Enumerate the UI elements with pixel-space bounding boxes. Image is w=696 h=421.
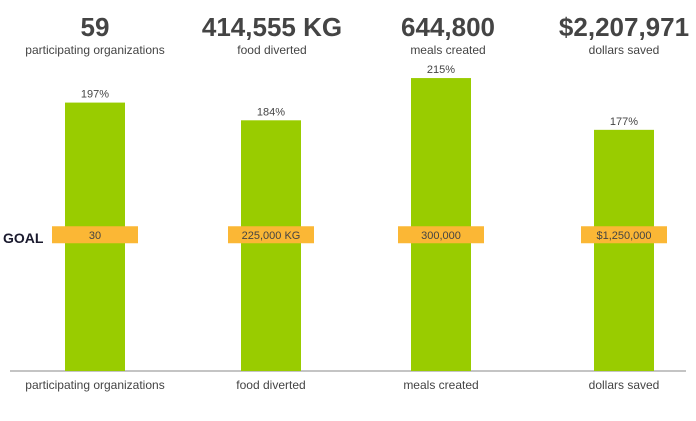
bar-3 — [411, 78, 471, 371]
stat-meals-created-value: 644,800 — [401, 12, 495, 42]
goal-band-3 — [398, 226, 484, 244]
bar-value-label-1: 197% — [81, 89, 109, 101]
goal-marker-label: GOAL — [3, 230, 44, 246]
stat-meals-created: 644,800 meals created — [358, 12, 538, 58]
stat-organizations: 59 participating organizations — [5, 12, 185, 58]
goal-band-4 — [581, 226, 667, 244]
goal-value-label-3: 300,000 — [421, 230, 461, 242]
stat-organizations-value: 59 — [80, 12, 110, 42]
x-tick-label-3: meals created — [403, 378, 478, 392]
bar-2 — [241, 120, 301, 371]
goal-value-label-2: 225,000 KG — [242, 230, 301, 242]
stat-food-diverted: 414,555 KG food diverted — [182, 12, 362, 58]
goal-value-label-4: $1,250,000 — [596, 230, 651, 242]
stat-dollars-saved: $2,207,971 dollars saved — [534, 12, 696, 58]
stat-food-diverted-label: food diverted — [237, 43, 307, 57]
stat-dollars-saved-label: dollars saved — [588, 43, 660, 57]
bar-value-label-2: 184% — [257, 106, 285, 118]
x-tick-label-2: food diverted — [236, 378, 305, 392]
bar-4 — [594, 129, 654, 371]
x-tick-label-4: dollars saved — [589, 378, 660, 392]
stat-food-diverted-value: 414,555 KG — [201, 12, 343, 42]
bar-value-label-4: 177% — [610, 116, 638, 128]
stat-organizations-label: participating organizations — [25, 43, 165, 57]
goal-band-1 — [52, 226, 138, 244]
goal-band-2 — [228, 226, 314, 244]
stat-meals-created-label: meals created — [410, 43, 486, 57]
stat-dollars-saved-value: $2,207,971 — [558, 12, 690, 42]
bar-value-label-3: 215% — [427, 64, 455, 76]
x-tick-label-1: participating organizations — [25, 378, 164, 392]
goal-value-label-1: 30 — [89, 230, 101, 242]
